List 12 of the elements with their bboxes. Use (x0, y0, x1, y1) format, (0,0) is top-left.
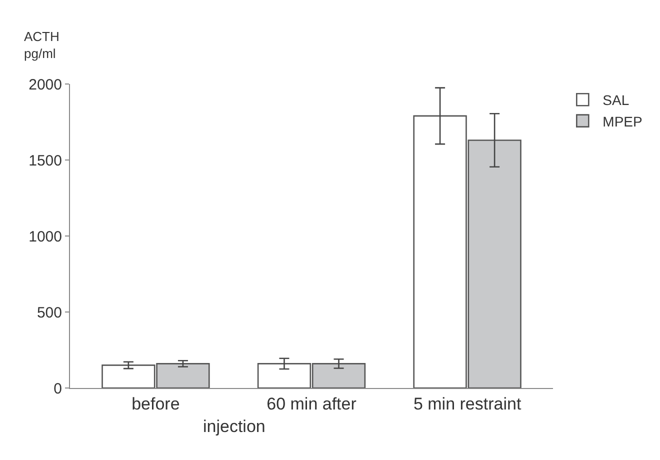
y-tick-label: 1000 (28, 228, 62, 246)
y-tick-label: 0 (54, 380, 62, 398)
text: injection (203, 417, 266, 436)
x-tick-label: 5 min restraint (413, 394, 522, 414)
y-tick-label: 1500 (28, 152, 62, 170)
legend-label: SAL (602, 92, 630, 108)
y-axis-title: ACTH pg/ml (24, 29, 60, 61)
legend-label: MPEP (602, 113, 642, 130)
x-tick-label: 60 min after (266, 394, 357, 414)
y-tick-label: 2000 (28, 76, 62, 94)
x-tick-label: before (132, 394, 180, 414)
y-tick-label: 500 (36, 304, 62, 322)
